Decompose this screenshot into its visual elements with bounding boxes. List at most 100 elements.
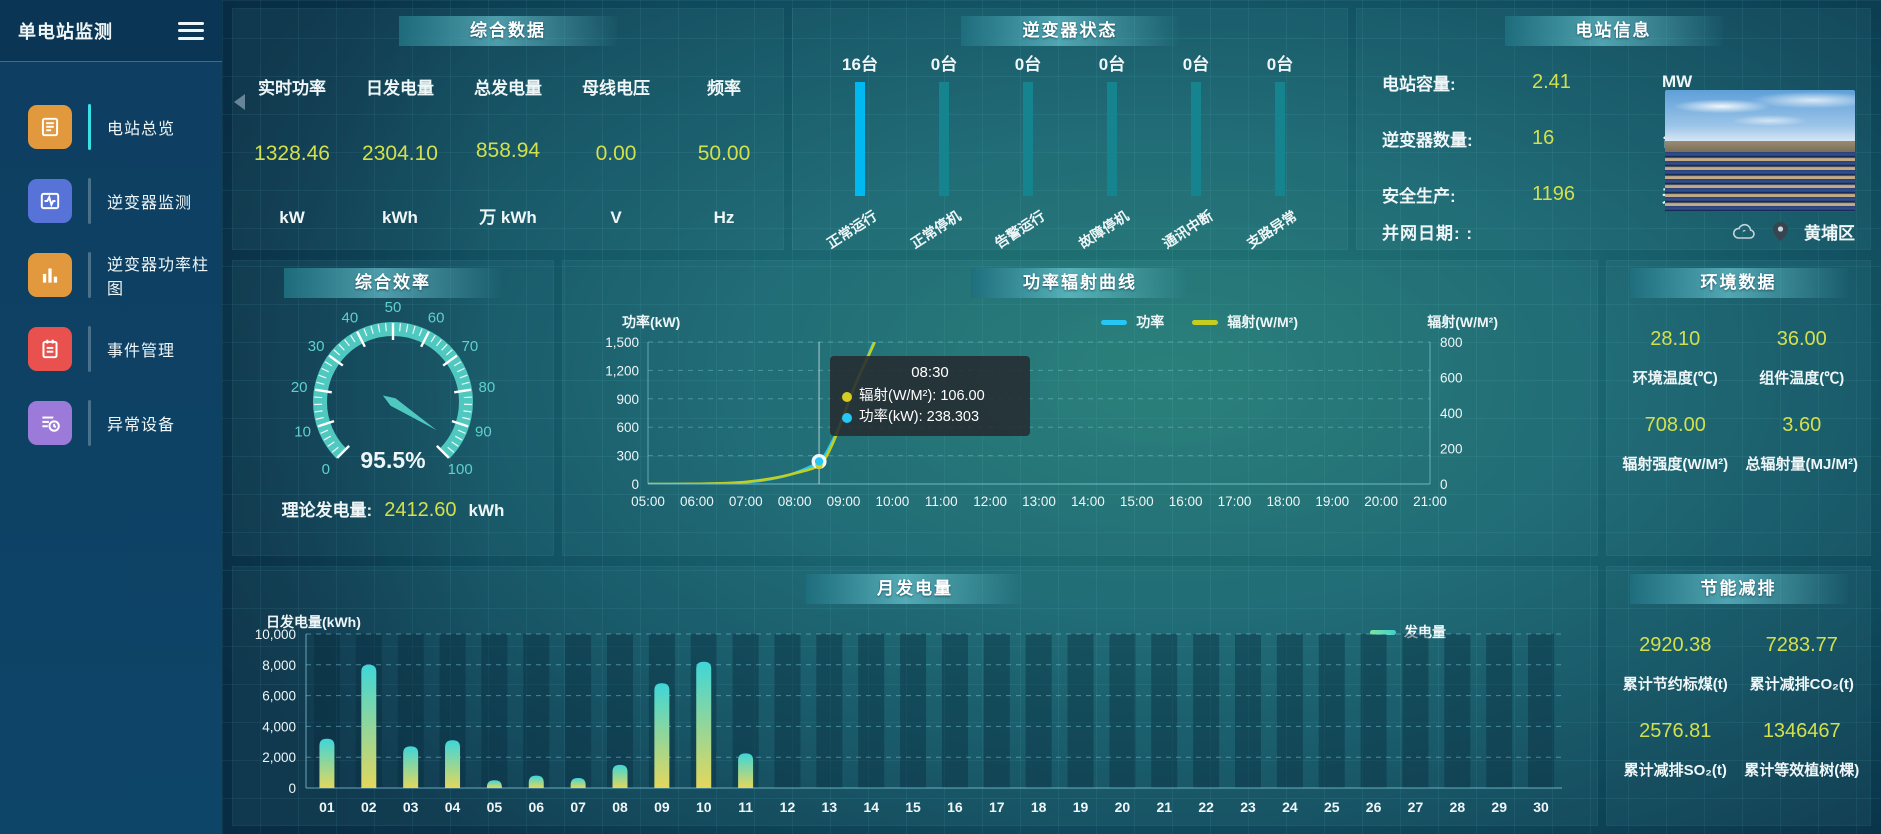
weather-cloud-icon bbox=[1732, 223, 1755, 239]
svg-text:1,200: 1,200 bbox=[605, 363, 639, 378]
svg-text:18: 18 bbox=[1031, 799, 1047, 815]
monthly-generation-chart[interactable]: 0 2,000 4,000 6,000 8,000 10,000 01 02 03 04 05 06 0… bbox=[232, 628, 1598, 826]
sidebar-item-abnormal-devices[interactable]: 异常设备 bbox=[0, 386, 222, 460]
efficiency-gauge[interactable]: 0 10 20 30 40 50 60 70 80 90 100 95.5% bbox=[263, 298, 523, 494]
sidebar-item-event-management[interactable]: 事件管理 bbox=[0, 312, 222, 386]
info-value: 16 bbox=[1532, 126, 1555, 149]
svg-text:90: 90 bbox=[475, 423, 492, 440]
svg-text:10: 10 bbox=[294, 423, 311, 440]
env-value: 36.00 bbox=[1776, 328, 1827, 350]
svg-text:30: 30 bbox=[1533, 799, 1549, 815]
tooltip-power-text: 功率(kW): 238.303 bbox=[859, 409, 980, 425]
metric-value: 858.94 bbox=[475, 139, 541, 162]
monthly-legend[interactable]: 发电量 bbox=[1370, 622, 1446, 642]
location-label: 黄埔区 bbox=[1804, 224, 1855, 243]
legend-swatch bbox=[1101, 319, 1128, 325]
inverter-power-bars-icon bbox=[28, 253, 72, 297]
saving-co2: 7283.77 累计减排CO₂(t) bbox=[1739, 634, 1866, 694]
sidebar-item-inverter-power-bars[interactable]: 逆变器功率柱图 bbox=[0, 238, 222, 312]
saving-label: 累计节约标煤(t) bbox=[1622, 676, 1728, 693]
metric-unit: V bbox=[610, 208, 622, 227]
app-title: 单电站监测 bbox=[18, 21, 113, 42]
saving-label: 累计减排SO₂(t) bbox=[1623, 762, 1727, 779]
abnormal-devices-icon bbox=[28, 401, 72, 445]
svg-text:0: 0 bbox=[631, 477, 639, 492]
info-unit: MW bbox=[1662, 72, 1693, 91]
curve-legend-item[interactable]: 功率 bbox=[1101, 312, 1164, 332]
status-label: 正常运行 bbox=[823, 207, 880, 252]
curve-legend: 功率 辐射(W/M²) bbox=[1101, 312, 1298, 332]
svg-text:2,000: 2,000 bbox=[262, 750, 296, 765]
inverter-monitor-icon bbox=[28, 179, 72, 223]
nav-divider bbox=[88, 326, 91, 372]
status-label: 故障停机 bbox=[1075, 207, 1132, 252]
svg-text:0: 0 bbox=[288, 781, 296, 796]
svg-text:17:00: 17:00 bbox=[1218, 494, 1252, 509]
theory-label: 理论发电量: bbox=[281, 501, 373, 520]
status-count: 0台 bbox=[1014, 55, 1042, 74]
svg-text:12:00: 12:00 bbox=[973, 494, 1007, 509]
svg-text:1,500: 1,500 bbox=[605, 335, 639, 350]
status-label: 告警运行 bbox=[991, 207, 1048, 252]
inverter-status-item: 16台 正常运行 bbox=[823, 50, 895, 252]
saving-value: 2920.38 bbox=[1639, 634, 1712, 656]
svg-text:02: 02 bbox=[361, 799, 377, 815]
menu-toggle-icon[interactable] bbox=[178, 21, 204, 40]
metric-value: 50.00 bbox=[697, 141, 751, 165]
status-count: 0台 bbox=[1182, 55, 1210, 74]
inverter-status-bars[interactable]: 16台 正常运行 0台 正常停机 0台 告警运行 0台 故障停机 0台 通讯中断 0台 支路异常 bbox=[792, 46, 1348, 252]
svg-text:13:00: 13:00 bbox=[1022, 494, 1056, 509]
svg-text:07: 07 bbox=[570, 799, 586, 815]
monthly-axis-title: 日发电量(kWh) bbox=[266, 614, 361, 630]
env-value: 708.00 bbox=[1644, 414, 1706, 436]
svg-text:21:00: 21:00 bbox=[1413, 494, 1447, 509]
sidebar-item-inverter-monitor[interactable]: 逆变器监测 bbox=[0, 164, 222, 238]
metric-label: 频率 bbox=[707, 79, 741, 98]
metric-value: 2304.10 bbox=[362, 141, 438, 165]
info-label: 安全生产: bbox=[1382, 186, 1456, 206]
curve-right-axis-title: 辐射(W/M²) bbox=[1427, 314, 1498, 330]
status-label: 正常停机 bbox=[907, 207, 964, 252]
panel-title: 环境数据 bbox=[1629, 268, 1848, 298]
grid-date-label: 并网日期: bbox=[1382, 224, 1461, 243]
theory-unit: kWh bbox=[468, 501, 505, 520]
env-label: 组件温度(℃) bbox=[1759, 370, 1845, 387]
station-photo bbox=[1665, 90, 1855, 212]
status-bar bbox=[1275, 82, 1285, 196]
svg-text:95.5%: 95.5% bbox=[360, 447, 425, 473]
sidebar-nav: 电站总览 逆变器监测 逆变器功率柱图 事件管理 bbox=[0, 62, 222, 460]
svg-text:15: 15 bbox=[905, 799, 921, 815]
env-label: 环境温度(℃) bbox=[1632, 370, 1718, 387]
grid-date: 并网日期: : bbox=[1382, 219, 1473, 244]
env-radiation-intensity: 708.00 辐射强度(W/M²) bbox=[1612, 414, 1739, 474]
svg-text:28: 28 bbox=[1450, 799, 1466, 815]
curve-left-axis-title: 功率(kW) bbox=[622, 314, 681, 330]
metric-realtime-power: 实时功率 1328.46 kW bbox=[238, 58, 346, 238]
power-radiation-chart[interactable]: 0 300 600 900 1,200 1,500 0 200 400 600 800 05:00 06… bbox=[562, 334, 1598, 534]
tooltip-radiation-text: 辐射(W/M²): 106.00 bbox=[859, 388, 985, 404]
panel-title: 节能减排 bbox=[1629, 574, 1848, 604]
event-management-icon bbox=[28, 327, 72, 371]
svg-text:08: 08 bbox=[612, 799, 628, 815]
svg-text:21: 21 bbox=[1156, 799, 1172, 815]
sidebar-item-label: 电站总览 bbox=[107, 121, 176, 138]
saving-so2: 2576.81 累计减排SO₂(t) bbox=[1612, 720, 1739, 780]
saving-value: 7283.77 bbox=[1765, 634, 1838, 656]
metric-daily-generation: 日发电量 2304.10 kWh bbox=[346, 58, 454, 238]
svg-text:22: 22 bbox=[1198, 799, 1214, 815]
svg-text:10:00: 10:00 bbox=[875, 494, 909, 509]
svg-text:80: 80 bbox=[478, 379, 495, 396]
grid-date-value: : bbox=[1466, 224, 1474, 243]
metric-value: 0.00 bbox=[595, 141, 637, 165]
svg-text:16:00: 16:00 bbox=[1169, 494, 1203, 509]
sidebar-item-station-overview[interactable]: 电站总览 bbox=[0, 90, 222, 164]
svg-text:20:00: 20:00 bbox=[1364, 494, 1398, 509]
curve-legend-item[interactable]: 辐射(W/M²) bbox=[1192, 312, 1298, 332]
metric-unit: kWh bbox=[382, 208, 418, 227]
svg-text:800: 800 bbox=[1440, 335, 1463, 350]
inverter-status-item: 0台 故障停机 bbox=[1075, 50, 1147, 252]
svg-text:40: 40 bbox=[342, 309, 359, 326]
status-label: 支路异常 bbox=[1243, 207, 1300, 252]
collapse-left-icon[interactable] bbox=[234, 94, 245, 110]
theory-value: 2412.60 bbox=[384, 499, 457, 521]
